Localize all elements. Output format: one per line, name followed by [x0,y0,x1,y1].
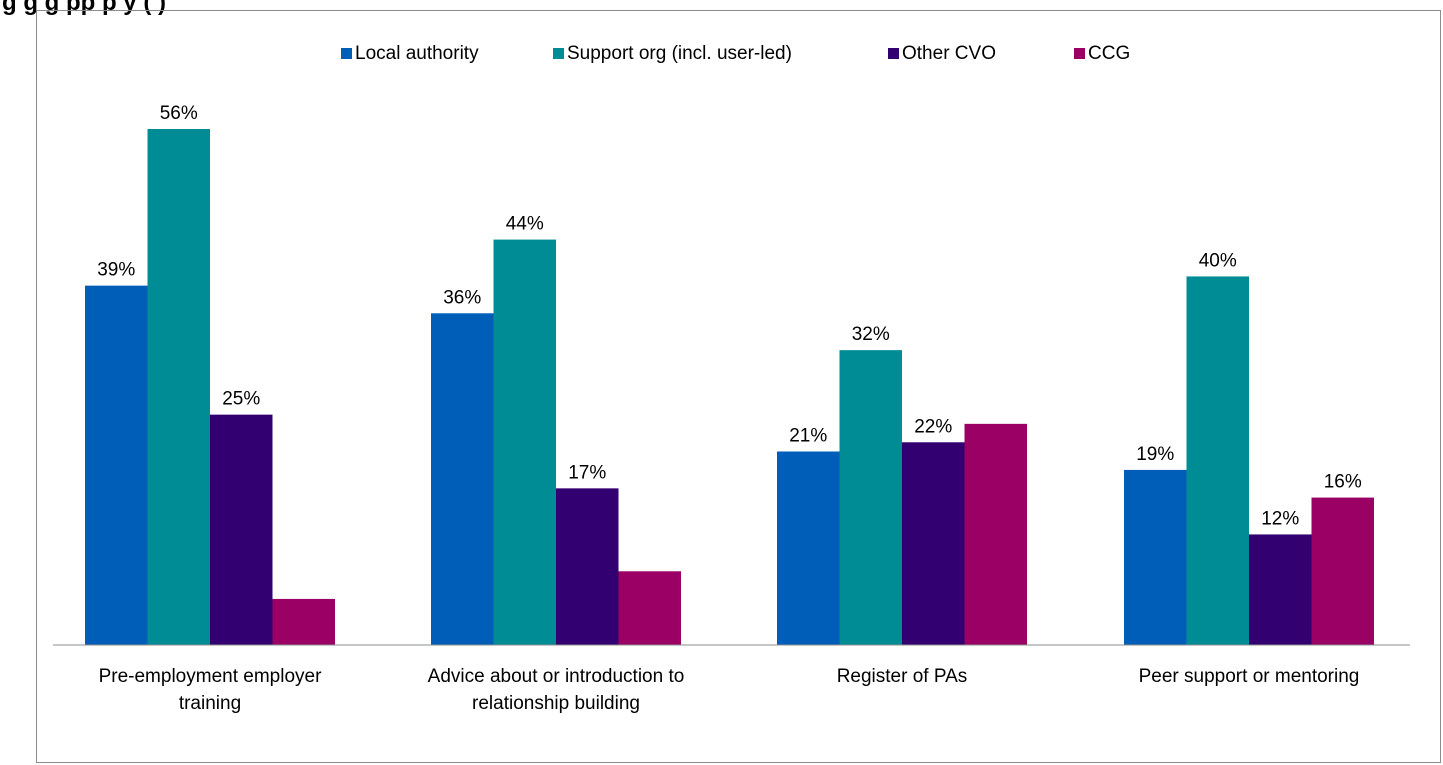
data-label: 40% [1199,250,1237,271]
data-label: 12% [1261,508,1299,529]
data-label: 17% [568,462,606,483]
data-label: 16% [1324,472,1362,493]
category-labels: Pre-employment employer training Advice ab… [99,666,1360,714]
data-label: 32% [852,324,890,345]
bar-ccg-2 [618,571,681,645]
category-label: relationship building [472,693,640,714]
bar-support-org-incl-user-led-3 [839,350,902,645]
data-label: 21% [789,426,827,447]
legend-swatch [1074,48,1085,59]
category-label: Register of PAs [837,666,968,687]
bar-other-cvo-1 [210,414,273,645]
bar-ccg-4 [1311,497,1374,645]
bar-support-org-incl-user-led-2 [493,239,556,646]
data-label: 44% [506,214,544,235]
data-label: 56% [160,103,198,124]
bar-other-cvo-4 [1249,534,1312,645]
data-label: 25% [222,389,260,410]
legend-label: Local authority [355,43,479,64]
legend-label: Other CVO [902,43,996,64]
bar-ccg-3 [964,423,1027,645]
data-label: 39% [97,260,135,281]
value-labels: 39% 36% 21% 19% 56% 44% 32% 40% 25% 17% 22% 12% 16% [97,103,1362,529]
bar-ccg-1 [272,598,335,645]
bar-local-authority-2 [431,313,494,645]
bar-support-org-incl-user-led-1 [147,129,210,645]
legend: Local authority Support org (incl. user-l… [341,43,1130,64]
bars [85,129,1374,646]
bar-local-authority-1 [85,285,148,645]
legend-label: Support org (incl. user-led) [567,43,792,64]
bar-other-cvo-3 [902,442,965,645]
legend-swatch [888,48,899,59]
category-label: training [179,693,241,714]
data-label: 19% [1136,444,1174,465]
bar-local-authority-4 [1124,469,1187,645]
legend-swatch [341,48,352,59]
category-label: Advice about or introduction to [428,666,685,687]
legend-swatch [553,48,564,59]
bar-support-org-incl-user-led-4 [1186,276,1249,645]
data-label: 22% [914,416,952,437]
data-label: 36% [443,287,481,308]
bar-other-cvo-2 [556,488,619,645]
legend-label: CCG [1088,43,1130,64]
chart-frame [36,10,1441,763]
category-label: Peer support or mentoring [1139,666,1360,687]
bar-local-authority-3 [777,451,840,645]
category-label: Pre-employment employer [99,666,322,687]
